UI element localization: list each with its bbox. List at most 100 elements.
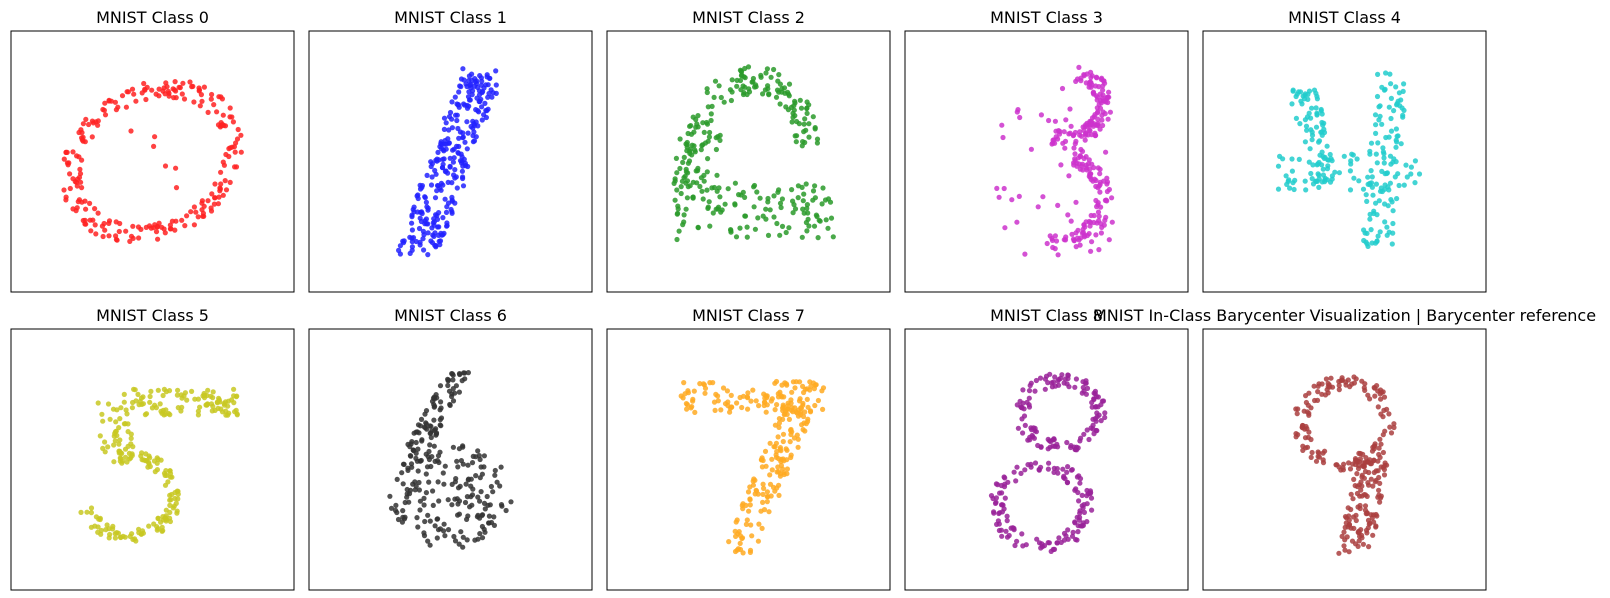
data-point	[1104, 179, 1111, 185]
data-point	[738, 87, 744, 93]
data-point	[1087, 127, 1093, 134]
data-point	[411, 204, 417, 210]
data-point	[745, 390, 751, 396]
data-point	[460, 534, 466, 540]
data-point	[415, 446, 421, 452]
data-point	[1001, 185, 1007, 192]
panel-title: MNIST Class 3	[990, 8, 1103, 27]
data-point	[675, 203, 681, 209]
data-point	[464, 537, 470, 543]
data-point	[710, 210, 716, 216]
data-point	[744, 394, 751, 400]
data-point	[713, 391, 719, 397]
data-point	[445, 376, 451, 382]
data-point	[701, 172, 707, 178]
data-point	[409, 464, 415, 470]
data-point	[997, 510, 1003, 516]
data-point	[1371, 443, 1377, 449]
data-point	[1079, 503, 1085, 509]
data-point	[1076, 498, 1082, 504]
data-point	[461, 101, 467, 107]
data-point	[428, 182, 435, 188]
data-point	[795, 195, 801, 201]
data-point	[463, 481, 469, 487]
axes-frame	[308, 328, 593, 591]
data-point	[742, 194, 748, 200]
data-point	[777, 81, 784, 87]
data-point	[1000, 502, 1006, 508]
data-point	[434, 188, 440, 194]
data-point	[121, 391, 127, 397]
data-point	[433, 426, 439, 432]
data-point	[772, 407, 778, 413]
data-point	[1019, 531, 1025, 537]
data-point	[430, 488, 436, 494]
data-point	[1045, 380, 1051, 386]
data-point	[1388, 128, 1395, 134]
data-point	[759, 525, 765, 532]
data-point	[1088, 212, 1094, 219]
panel-title: MNIST Class 6	[394, 306, 507, 325]
data-point	[439, 164, 446, 171]
data-point	[1061, 473, 1067, 479]
data-point	[1384, 232, 1390, 238]
data-point	[415, 422, 422, 428]
data-point	[1394, 196, 1400, 202]
axes-frame	[606, 30, 891, 293]
data-point	[76, 197, 82, 203]
data-point	[508, 499, 514, 505]
data-point	[1088, 171, 1094, 177]
data-point	[226, 153, 232, 160]
data-point	[1012, 542, 1018, 549]
data-point	[1086, 436, 1092, 443]
data-point	[1375, 404, 1381, 410]
data-point	[786, 81, 793, 87]
data-point	[732, 180, 739, 186]
data-point	[429, 174, 435, 180]
data-point	[452, 200, 458, 206]
data-point	[734, 83, 740, 89]
data-point	[673, 155, 680, 161]
data-point	[1066, 173, 1072, 179]
data-point	[95, 122, 101, 128]
data-point	[1306, 429, 1312, 435]
plot-area	[905, 31, 1188, 292]
data-point	[1095, 120, 1101, 127]
data-point	[451, 533, 457, 540]
data-point	[1377, 499, 1383, 505]
data-point	[1356, 450, 1362, 456]
data-point	[1324, 143, 1330, 149]
data-point	[1388, 430, 1395, 436]
data-point	[1004, 513, 1010, 519]
data-point	[413, 483, 419, 489]
data-point	[1020, 387, 1026, 393]
data-point	[1321, 155, 1327, 161]
data-point	[1309, 449, 1315, 456]
data-point	[449, 502, 455, 508]
data-point	[764, 499, 770, 505]
data-point	[1055, 444, 1061, 450]
data-point	[1088, 248, 1094, 254]
data-point	[1016, 193, 1022, 199]
data-point	[734, 517, 740, 523]
data-point	[1306, 390, 1312, 396]
data-point	[712, 78, 719, 84]
data-point	[167, 497, 173, 503]
data-point	[222, 178, 228, 184]
data-point	[193, 209, 199, 215]
data-point	[1336, 387, 1342, 393]
data-point	[1373, 524, 1379, 530]
data-point	[189, 388, 195, 394]
data-point	[801, 191, 807, 197]
data-point	[154, 467, 160, 473]
data-point	[1098, 204, 1104, 210]
data-point	[1051, 469, 1057, 475]
data-point	[1062, 376, 1068, 382]
data-point	[401, 461, 407, 467]
data-point	[733, 234, 740, 240]
data-point	[409, 220, 415, 226]
data-point	[440, 215, 446, 221]
data-point	[456, 371, 463, 377]
data-point	[999, 490, 1005, 496]
data-point	[1102, 410, 1108, 416]
